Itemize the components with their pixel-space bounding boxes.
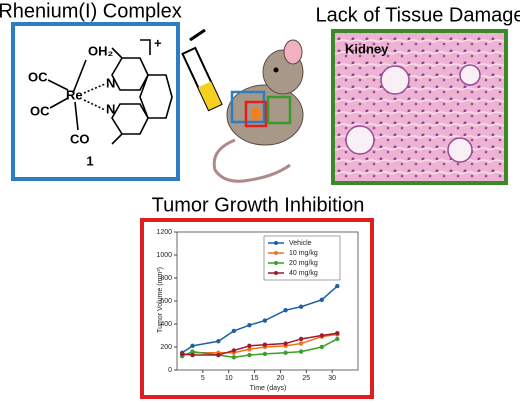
legend-marker bbox=[274, 251, 278, 255]
series-line bbox=[181, 338, 338, 359]
data-point bbox=[298, 336, 304, 342]
y-tick-label: 0 bbox=[168, 367, 172, 374]
data-point bbox=[247, 347, 252, 352]
glomeruli bbox=[345, 64, 481, 163]
data-point bbox=[319, 344, 324, 350]
x-axis-label: Time (days) bbox=[250, 385, 287, 392]
legend-label: 20 mg/kg bbox=[289, 260, 318, 267]
nitrogen-label: N bbox=[106, 101, 115, 116]
x-tick-label: 5 bbox=[201, 375, 205, 382]
x-tick-label: 10 bbox=[225, 375, 233, 382]
data-point bbox=[283, 350, 288, 355]
data-point bbox=[247, 343, 252, 349]
y-tick-label: 1000 bbox=[156, 252, 172, 259]
image-label: Kidney bbox=[345, 41, 389, 56]
ligand-label: OC bbox=[30, 103, 50, 118]
y-tick-label: 1200 bbox=[156, 229, 172, 236]
compound-label: 1 bbox=[86, 153, 93, 168]
y-tick-label: 400 bbox=[160, 321, 172, 328]
y-tick-label: 800 bbox=[160, 275, 172, 282]
series-line bbox=[182, 332, 338, 356]
data-point bbox=[190, 352, 195, 358]
data-point bbox=[298, 304, 304, 309]
panel-frame bbox=[11, 22, 180, 181]
data-point bbox=[190, 349, 195, 354]
data-point bbox=[231, 328, 237, 334]
ligand-label: CO bbox=[70, 131, 90, 146]
data-point bbox=[319, 333, 324, 338]
data-point bbox=[298, 349, 304, 354]
x-tick-label: 25 bbox=[302, 375, 310, 382]
data-point bbox=[216, 352, 221, 358]
ligand-label: OC bbox=[28, 69, 48, 84]
molecule-structure bbox=[47, 39, 173, 145]
data-point bbox=[283, 341, 288, 346]
legend-label: 40 mg/kg bbox=[289, 270, 318, 277]
data-point bbox=[319, 297, 324, 303]
data-point bbox=[335, 331, 340, 336]
nitrogen-label: N bbox=[106, 75, 115, 90]
data-point bbox=[262, 318, 268, 323]
mouse-illustration bbox=[181, 28, 304, 183]
legend-marker bbox=[274, 261, 278, 265]
charge-label: + bbox=[154, 35, 162, 50]
histology-image bbox=[331, 29, 508, 185]
x-tick-label: 20 bbox=[277, 375, 285, 382]
data-point bbox=[216, 339, 221, 344]
legend-label: Vehicle bbox=[289, 240, 312, 247]
data-point bbox=[179, 351, 185, 357]
legend-marker bbox=[274, 271, 278, 275]
data-point bbox=[231, 348, 237, 353]
metal-label: Re bbox=[66, 87, 83, 102]
data-point bbox=[298, 341, 304, 346]
panel-title: Rhenium(I) Complex bbox=[0, 0, 182, 22]
data-point bbox=[335, 283, 340, 289]
ligand-label: OH₂ bbox=[88, 43, 114, 58]
data-point bbox=[190, 343, 195, 349]
data-point bbox=[262, 342, 268, 347]
legend-marker bbox=[274, 241, 278, 245]
data-point bbox=[247, 352, 252, 358]
legend-label: 10 mg/kg bbox=[289, 250, 318, 257]
data-point bbox=[335, 336, 340, 342]
x-tick-label: 15 bbox=[251, 375, 259, 382]
x-tick-label: 30 bbox=[328, 375, 336, 382]
y-axis-label: Tumor Volume (mm³) bbox=[157, 267, 164, 333]
series-line bbox=[181, 285, 338, 354]
data-point bbox=[247, 322, 252, 328]
panel-title: Lack of Tissue Damage bbox=[316, 4, 520, 26]
y-tick-label: 600 bbox=[160, 298, 172, 305]
chart-title: Tumor Growth Inhibition bbox=[152, 194, 365, 216]
y-tick-label: 200 bbox=[160, 344, 172, 351]
data-point bbox=[283, 308, 288, 313]
data-point bbox=[262, 351, 268, 357]
data-point bbox=[231, 355, 237, 360]
